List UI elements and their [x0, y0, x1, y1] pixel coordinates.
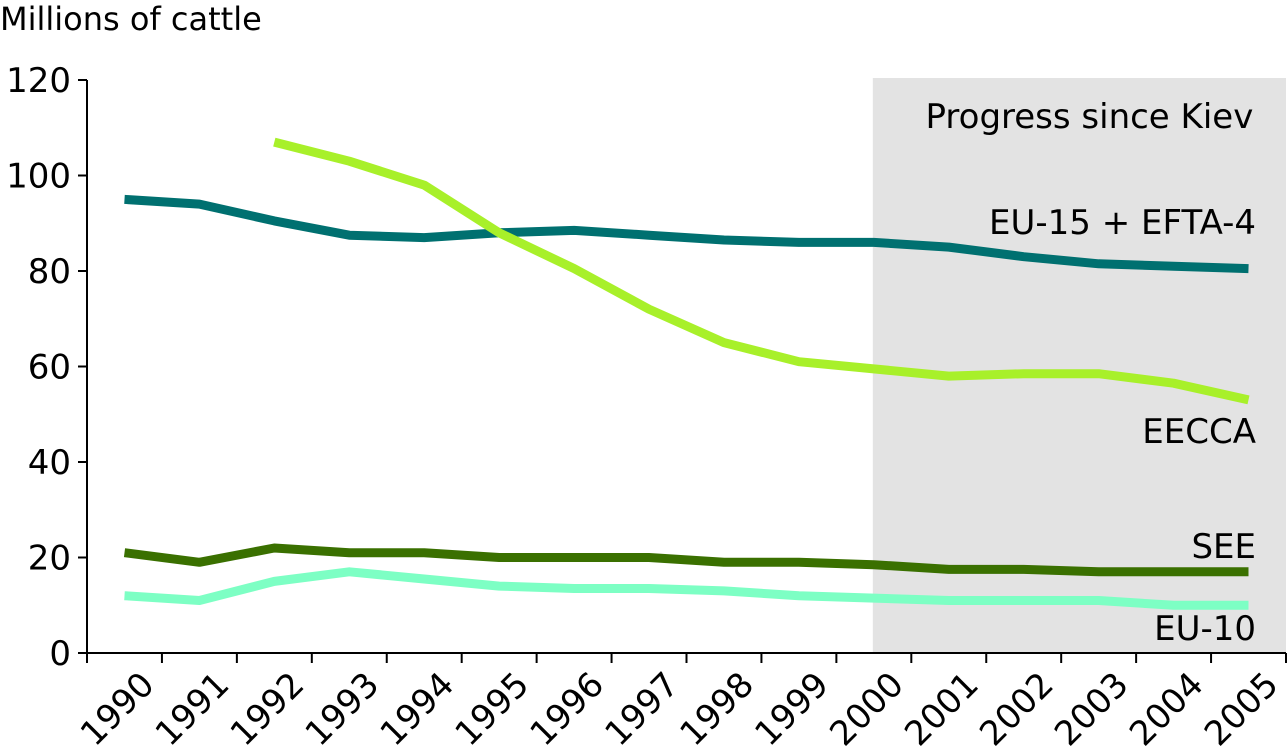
- progress-since-kiev-band: [872, 78, 1286, 653]
- x-tick-label: 1992: [223, 665, 312, 748]
- y-tick-label: 100: [6, 157, 71, 197]
- x-tick-label: 1996: [523, 665, 612, 748]
- x-tick-label: 2002: [972, 665, 1061, 748]
- x-tick-label: 1993: [298, 665, 387, 748]
- band-label: Progress since Kiev: [926, 97, 1254, 137]
- y-tick-label: 40: [28, 443, 71, 483]
- x-tick-label: 2004: [1122, 665, 1211, 748]
- series-line-0: [124, 194, 1249, 274]
- series-label-layer: EU-15 + EFTA-4 EECCA SEE EU-10: [989, 203, 1256, 649]
- y-tick-label: 120: [6, 61, 71, 101]
- y-tick-label: 0: [49, 634, 71, 674]
- y-tick-label: 20: [28, 539, 71, 579]
- x-tick-label: 2003: [1047, 665, 1136, 748]
- x-tick-label: 1994: [373, 665, 462, 748]
- x-tick-label: 2005: [1197, 665, 1286, 748]
- x-tick-label: 1998: [672, 665, 761, 748]
- series-label-3: EU-10: [1154, 609, 1256, 649]
- x-tick-label: 1990: [73, 665, 162, 748]
- x-tick-label: 2000: [822, 665, 911, 748]
- series-label-1: EECCA: [1142, 412, 1256, 452]
- series-layer: [123, 137, 1250, 610]
- y-axis-title: Millions of cattle: [0, 0, 262, 38]
- x-tick-label: 1997: [597, 665, 686, 748]
- x-tick-label: 2001: [897, 665, 986, 748]
- series-line-3: [124, 567, 1249, 610]
- y-tick-label: 60: [28, 348, 71, 388]
- series-line-2: [123, 543, 1249, 577]
- x-tick-label: 1995: [448, 665, 537, 748]
- series-line-1: [273, 137, 1250, 405]
- x-tick-label: 1999: [747, 665, 836, 748]
- series-label-0: EU-15 + EFTA-4: [989, 203, 1256, 243]
- series-label-2: SEE: [1191, 527, 1256, 567]
- x-tick-label: 1991: [148, 665, 237, 748]
- y-tick-label: 80: [28, 252, 71, 292]
